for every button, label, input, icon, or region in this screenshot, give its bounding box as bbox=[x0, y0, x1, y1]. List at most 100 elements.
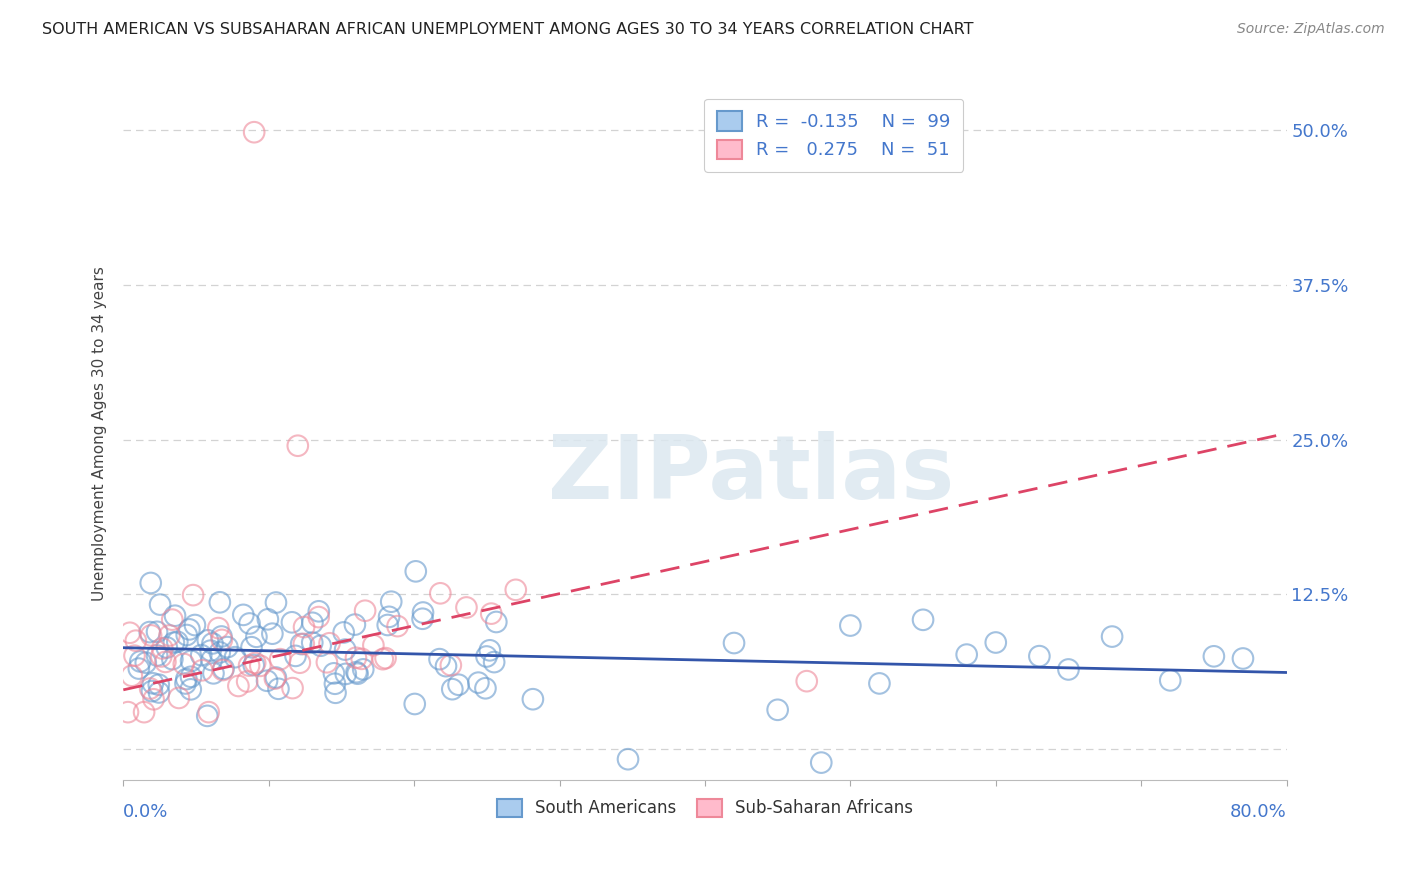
Point bbox=[125, 633, 148, 648]
Point bbox=[344, 650, 367, 665]
Point bbox=[839, 618, 862, 632]
Point bbox=[723, 636, 745, 650]
Point bbox=[267, 681, 290, 696]
Point bbox=[912, 613, 935, 627]
Point bbox=[163, 635, 186, 649]
Point bbox=[308, 610, 330, 624]
Point bbox=[238, 658, 260, 673]
Point bbox=[201, 653, 224, 667]
Point bbox=[352, 662, 374, 676]
Point bbox=[387, 619, 409, 633]
Point bbox=[287, 439, 309, 453]
Point bbox=[159, 628, 181, 642]
Point bbox=[284, 648, 307, 663]
Point bbox=[197, 705, 219, 719]
Point bbox=[264, 672, 287, 686]
Point bbox=[256, 673, 278, 688]
Point bbox=[262, 626, 284, 640]
Point bbox=[1028, 649, 1050, 664]
Point bbox=[371, 652, 394, 666]
Point bbox=[238, 616, 260, 631]
Point bbox=[796, 674, 818, 689]
Point bbox=[292, 637, 315, 651]
Point bbox=[179, 623, 201, 637]
Point bbox=[404, 697, 426, 711]
Point bbox=[139, 576, 162, 591]
Point bbox=[374, 651, 396, 665]
Point bbox=[163, 608, 186, 623]
Point bbox=[129, 655, 152, 669]
Point bbox=[322, 666, 344, 681]
Point bbox=[245, 630, 267, 644]
Point bbox=[212, 662, 235, 676]
Point bbox=[142, 692, 165, 706]
Point bbox=[288, 656, 311, 670]
Point bbox=[956, 648, 979, 662]
Point bbox=[1101, 630, 1123, 644]
Point bbox=[377, 618, 399, 632]
Point bbox=[1159, 673, 1181, 688]
Point bbox=[184, 618, 207, 632]
Point bbox=[412, 612, 434, 626]
Point bbox=[292, 620, 315, 634]
Point bbox=[243, 125, 266, 139]
Point bbox=[281, 615, 304, 630]
Point bbox=[135, 656, 157, 670]
Point bbox=[232, 607, 254, 622]
Point bbox=[440, 658, 463, 673]
Point bbox=[173, 657, 195, 671]
Point bbox=[301, 635, 323, 649]
Point bbox=[346, 666, 368, 681]
Point bbox=[412, 606, 434, 620]
Point bbox=[212, 663, 235, 677]
Point bbox=[429, 652, 451, 666]
Point bbox=[208, 645, 231, 659]
Point bbox=[180, 654, 202, 668]
Point bbox=[447, 678, 470, 692]
Point bbox=[308, 604, 330, 618]
Text: 80.0%: 80.0% bbox=[1230, 803, 1286, 821]
Point bbox=[363, 638, 385, 652]
Point bbox=[217, 640, 239, 654]
Point bbox=[162, 613, 184, 627]
Point bbox=[124, 648, 146, 663]
Point bbox=[240, 640, 263, 655]
Legend: South Americans, Sub-Saharan Africans: South Americans, Sub-Saharan Africans bbox=[491, 792, 920, 824]
Point bbox=[162, 652, 184, 666]
Point bbox=[485, 615, 508, 629]
Point bbox=[200, 643, 222, 657]
Point bbox=[984, 635, 1007, 649]
Point bbox=[315, 655, 337, 669]
Point bbox=[380, 595, 402, 609]
Point bbox=[378, 610, 401, 624]
Point bbox=[132, 705, 155, 719]
Point bbox=[149, 598, 172, 612]
Point bbox=[264, 671, 287, 685]
Point bbox=[479, 607, 502, 621]
Point bbox=[318, 636, 340, 650]
Point bbox=[142, 676, 165, 690]
Point bbox=[766, 703, 789, 717]
Point bbox=[617, 752, 640, 766]
Point bbox=[343, 617, 366, 632]
Point bbox=[150, 649, 173, 664]
Point bbox=[191, 663, 214, 677]
Point bbox=[195, 709, 218, 723]
Point bbox=[264, 595, 287, 609]
Point bbox=[121, 669, 143, 683]
Point bbox=[128, 662, 150, 676]
Point bbox=[208, 595, 231, 609]
Point bbox=[323, 677, 346, 691]
Point bbox=[350, 652, 373, 666]
Point bbox=[166, 635, 188, 649]
Point bbox=[211, 630, 233, 644]
Point bbox=[118, 625, 141, 640]
Point bbox=[207, 621, 229, 635]
Point bbox=[150, 641, 173, 656]
Point bbox=[148, 678, 170, 692]
Point bbox=[405, 565, 427, 579]
Point bbox=[434, 659, 457, 673]
Point bbox=[117, 705, 139, 719]
Point bbox=[478, 643, 501, 657]
Point bbox=[139, 681, 162, 696]
